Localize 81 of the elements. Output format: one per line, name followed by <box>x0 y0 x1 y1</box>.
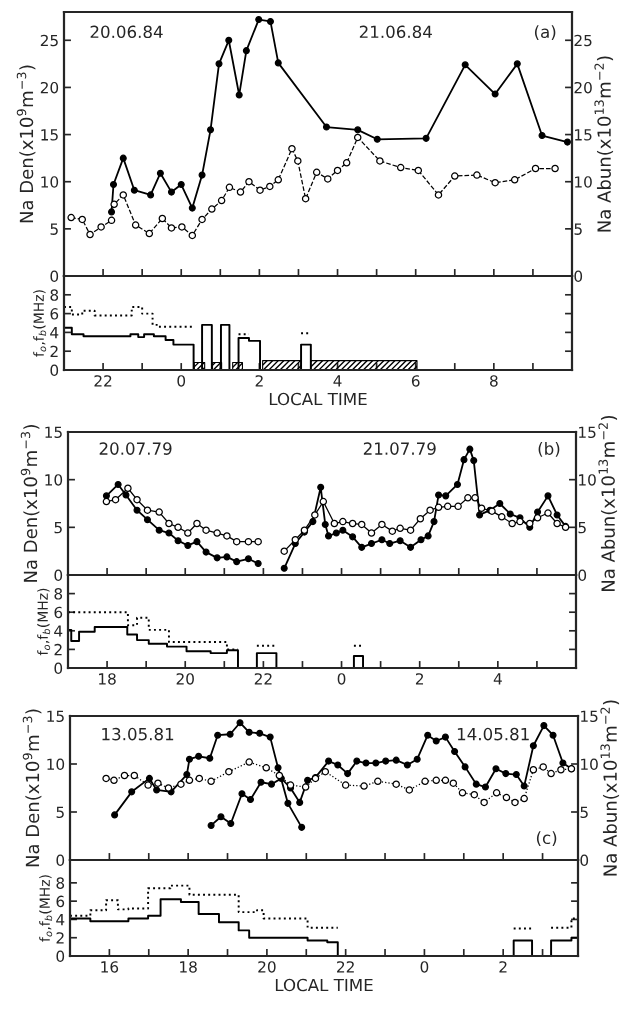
x-axis-title: LOCAL TIME <box>269 392 367 406</box>
x-tick-label: 2 <box>255 375 263 387</box>
x-tick-label: 0 <box>420 961 429 973</box>
annotation: 21.07.79 <box>363 442 436 455</box>
x-tick-label: 2 <box>499 961 507 973</box>
y2-tick-label: 0 <box>578 569 587 582</box>
y-tick-label: 0 <box>50 364 59 377</box>
y2-tick-label: 5 <box>574 223 582 235</box>
y2-tick-label: 0 <box>574 270 583 283</box>
annotation: 14.05.81 <box>457 727 529 741</box>
y-tick-label: 15 <box>45 426 62 439</box>
y-tick-label: 0 <box>54 569 63 582</box>
y2-tick-label: 10 <box>581 758 598 771</box>
y-tick-label: 2 <box>50 345 58 357</box>
y2-tick-label: 15 <box>575 129 592 141</box>
x-tick-label: 2 <box>415 673 424 685</box>
y-tick-label: 6 <box>56 895 65 908</box>
y-tick-label: 10 <box>41 176 59 188</box>
y-tick-label: 8 <box>54 588 63 600</box>
y-tick-label: 5 <box>50 223 58 235</box>
y-tick-label: 2 <box>56 932 64 944</box>
y-tick-label: 5 <box>56 806 64 819</box>
y-axis-title: Na Den(x10$^{9}$m$^{−3}$) <box>20 425 40 582</box>
y-tick-label: 4 <box>54 625 63 637</box>
y-tick-label: 15 <box>47 710 64 723</box>
y-axis-title: f$_{o}$,f$_{b}$(MHz) <box>39 875 53 942</box>
y-tick-label: 10 <box>47 758 65 771</box>
y-tick-label: 6 <box>50 308 59 320</box>
y2-tick-label: 10 <box>579 474 596 486</box>
x-tick-label: 22 <box>94 375 112 387</box>
annotation: 20.06.84 <box>90 25 163 39</box>
x-tick-label: 20 <box>258 961 276 973</box>
y-tick-label: 10 <box>45 474 63 486</box>
y2-tick-label: 20 <box>574 81 592 94</box>
y-tick-label: 0 <box>56 950 65 963</box>
annotation: 20.07.79 <box>99 442 172 455</box>
x-tick-label: 16 <box>101 961 119 973</box>
x-tick-label: 20 <box>176 673 194 685</box>
y-tick-label: 15 <box>41 129 58 141</box>
x-tick-label: 4 <box>493 673 502 685</box>
x-tick-label: 18 <box>180 961 197 973</box>
y-tick-label: 4 <box>56 914 65 926</box>
y-axis-title: Na Den(x10$^{9}$m$^{−3}$) <box>22 709 42 867</box>
y2-axis-title: Na Abun(x10$^{13}$m$^{−2}$) <box>594 56 614 232</box>
y-tick-label: 0 <box>56 854 65 867</box>
y-tick-label: 0 <box>50 270 59 283</box>
y-axis-title: Na Den(x10$^{9}$m$^{−3}$) <box>16 65 36 223</box>
y-tick-label: 4 <box>50 327 59 339</box>
y2-axis-title: Na Abun(x10$^{13}$m$^{−2}$) <box>598 415 618 592</box>
x-axis-title: LOCAL TIME <box>275 978 373 992</box>
annotation: (b) <box>538 442 560 457</box>
y-tick-label: 5 <box>54 522 62 534</box>
y-axis-title: f$_{o}$,f$_{b}$(MHz) <box>37 588 51 656</box>
x-tick-label: 22 <box>254 673 272 685</box>
annotation: (c) <box>536 831 557 847</box>
y2-tick-label: 0 <box>580 854 589 867</box>
annotation: 13.05.81 <box>102 727 174 741</box>
y-tick-label: 6 <box>54 606 63 619</box>
y2-tick-label: 10 <box>575 176 592 188</box>
y-tick-label: 8 <box>50 289 59 301</box>
y-tick-label: 2 <box>54 643 62 656</box>
y2-tick-label: 5 <box>580 806 588 819</box>
annotation: 21.06.84 <box>359 25 432 39</box>
y-tick-label: 20 <box>40 81 59 94</box>
y2-tick-label: 15 <box>581 710 598 723</box>
x-tick-label: 18 <box>99 673 116 685</box>
y-tick-label: 0 <box>54 662 63 675</box>
y-tick-label: 8 <box>56 877 65 889</box>
x-tick-label: 0 <box>177 375 186 387</box>
y-axis-title: f$_{o}$,f$_{b}$(MHz) <box>33 290 47 357</box>
y2-tick-label: 5 <box>578 522 586 534</box>
x-tick-label: 4 <box>333 375 342 387</box>
y2-tick-label: 25 <box>574 34 592 47</box>
y2-axis-title: Na Abun(x10$^{13}$m$^{−2}$) <box>600 700 620 876</box>
annotation: (a) <box>534 25 556 41</box>
x-tick-label: 6 <box>411 375 420 387</box>
x-tick-label: 0 <box>337 673 346 685</box>
x-tick-label: 8 <box>490 375 498 387</box>
x-tick-label: 22 <box>337 961 354 973</box>
y-tick-label: 25 <box>40 34 58 47</box>
y2-tick-label: 15 <box>579 426 596 439</box>
